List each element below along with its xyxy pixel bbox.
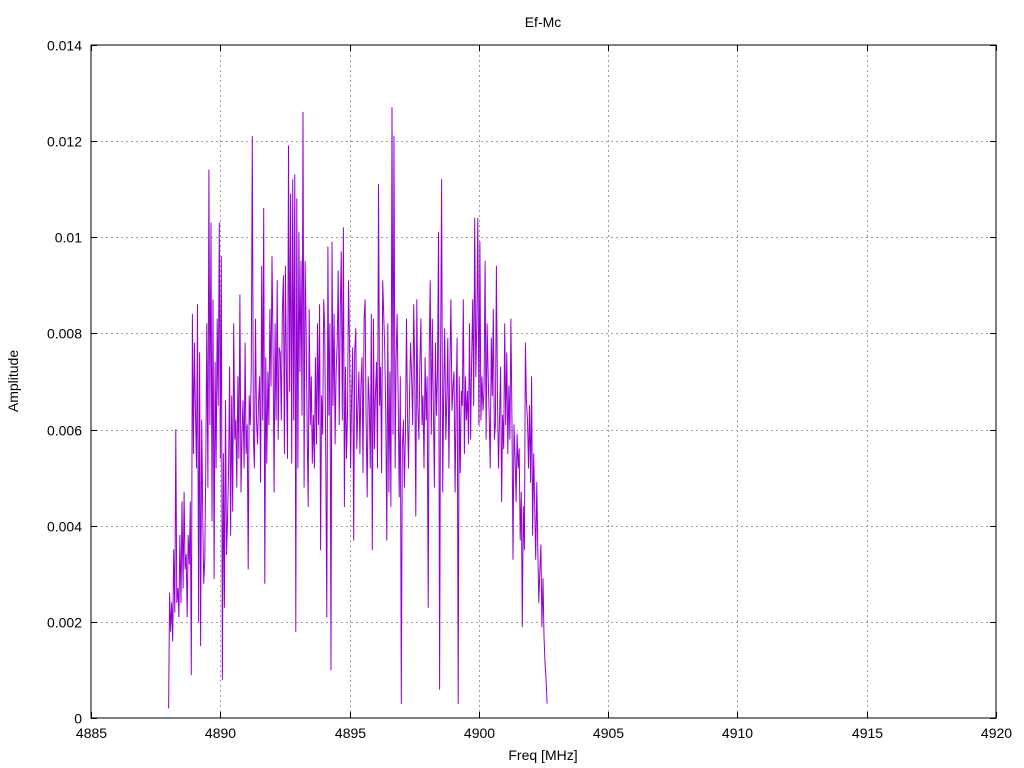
y-tick-label: 0.014 — [47, 38, 82, 54]
y-tick-label: 0.012 — [47, 134, 82, 150]
chart-title: Ef-Mc — [525, 14, 562, 30]
y-tick-label: 0.002 — [47, 615, 82, 631]
series-line — [168, 107, 548, 709]
y-tick-label: 0.004 — [47, 519, 82, 535]
y-axis-tick-labels: 0 0.002 0.004 0.006 0.008 0.01 0.012 0.014 — [47, 38, 82, 727]
x-tick-label: 4890 — [205, 725, 236, 741]
y-tick-label: 0.006 — [47, 423, 82, 439]
x-tick-label: 4915 — [852, 725, 883, 741]
x-tick-label: 4905 — [593, 725, 624, 741]
tick-marks — [91, 45, 997, 719]
x-tick-label: 4920 — [981, 725, 1012, 741]
y-axis-label: Amplitude — [5, 350, 21, 412]
x-tick-label: 4910 — [722, 725, 753, 741]
x-tick-label: 4900 — [464, 725, 495, 741]
x-tick-label: 4885 — [76, 725, 107, 741]
x-axis-label: Freq [MHz] — [508, 747, 577, 763]
y-tick-label: 0.008 — [47, 326, 82, 342]
plot-frame — [90, 44, 997, 719]
x-axis-tick-labels: 4885 4890 4895 4900 4905 4910 4915 4920 — [76, 725, 1012, 741]
y-tick-label: 0 — [74, 711, 82, 727]
y-tick-label: 0.01 — [55, 230, 82, 246]
x-tick-label: 4895 — [335, 725, 366, 741]
